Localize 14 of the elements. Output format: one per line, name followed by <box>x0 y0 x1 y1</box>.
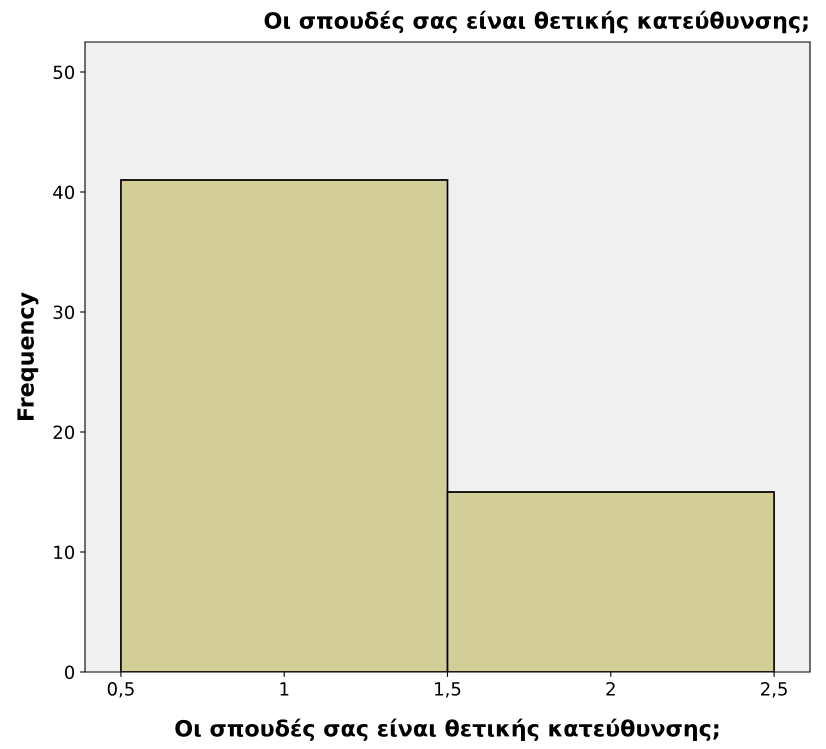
y-axis-title: Frequency <box>17 292 38 420</box>
x-tick-label: 2 <box>606 682 615 696</box>
x-tick-label: 1 <box>280 682 288 696</box>
y-tick-label: 0 <box>64 665 74 680</box>
y-tick-label: 10 <box>54 545 74 560</box>
x-tick-label: 1,5 <box>435 682 460 698</box>
y-tick-label: 30 <box>54 305 74 320</box>
x-tick-label: 0,5 <box>108 682 134 698</box>
y-tick-label: 50 <box>54 65 74 80</box>
y-tick-label: 20 <box>54 425 74 440</box>
x-tick-label: 2,5 <box>761 682 787 698</box>
y-tick-label: 40 <box>53 185 74 200</box>
x-axis-title: Οι σπουδές σας είναι θετικής κατεύθυνσης; <box>175 718 718 742</box>
chart-title: Οι σπουδές σας είναι θετικής κατεύθυνσης; <box>264 10 808 34</box>
